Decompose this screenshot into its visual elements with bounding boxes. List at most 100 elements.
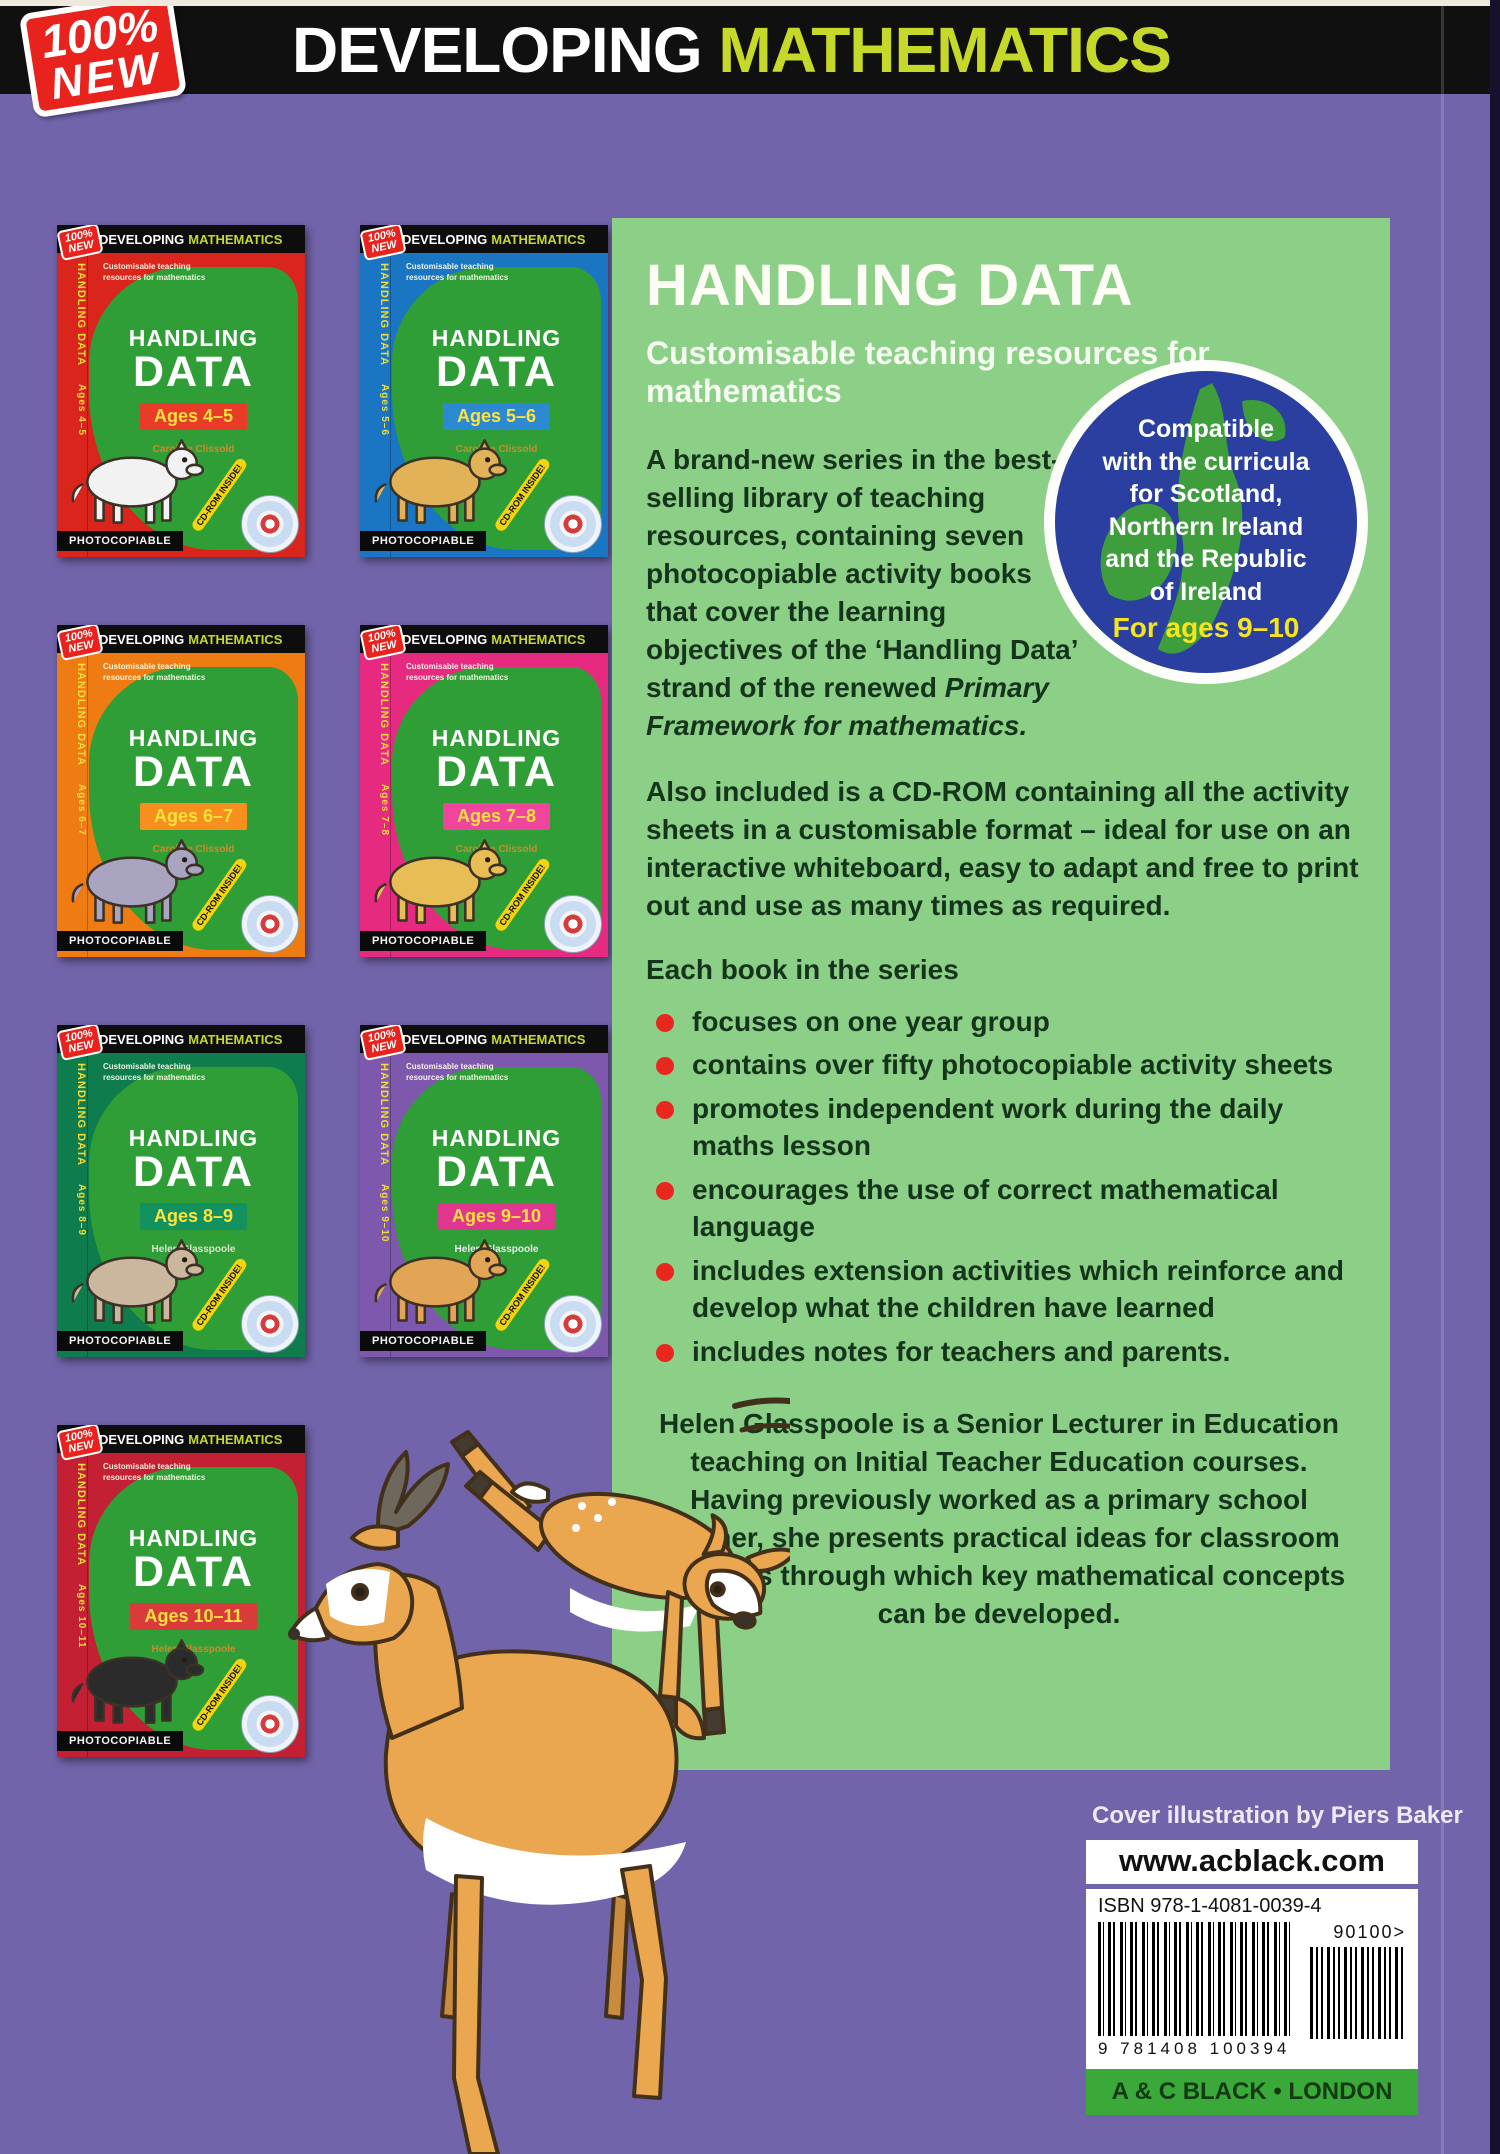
cover-author: Helen Glasspoole: [454, 1243, 539, 1255]
book-cover-thumbnail: DEVELOPING MATHEMATICS 100% NEW Customis…: [57, 1025, 305, 1357]
cd-rom-badge: CD-ROM INSIDE!: [493, 1256, 606, 1355]
cover-title-line1: HANDLING: [128, 1525, 259, 1551]
photocopiable-strip: PHOTOCOPIABLE: [360, 531, 487, 551]
cover-blurb: Customisable teaching resources for math…: [103, 662, 206, 683]
cover-title-line1: HANDLING: [128, 1125, 259, 1151]
cd-disc-icon: [241, 1695, 299, 1753]
age-band: Ages 4–5: [139, 402, 248, 430]
cover-blurb: Customisable teaching resources for math…: [103, 262, 206, 283]
badge-ages: For ages 9–10: [1112, 612, 1300, 643]
publisher-imprint: A & C BLACK • LONDON: [1086, 2069, 1418, 2115]
new-badge: 100% NEW: [57, 225, 104, 262]
cover-title-line2: DATA: [435, 1148, 558, 1196]
book-cover-thumbnail: DEVELOPING MATHEMATICS 100% NEW Customis…: [57, 1425, 305, 1757]
cd-disc-icon: [544, 895, 602, 953]
scan-crease: [1441, 0, 1444, 2154]
new-badge: 100% NEW: [57, 625, 104, 662]
feature-item: focuses on one year group: [646, 1004, 1360, 1041]
series-title: DEVELOPING MATHEMATICS: [292, 13, 1172, 87]
cover-spine: HANDLING DATA Ages 10–11: [57, 1453, 88, 1757]
zebras-illustration: [71, 439, 205, 524]
publisher-website: www.acblack.com: [1086, 1840, 1418, 1884]
ostriches-illustration: [71, 1639, 205, 1724]
barcode-icon: [1098, 1922, 1290, 2036]
series-title-part1: DEVELOPING: [292, 14, 703, 86]
cover-credit: Cover illustration by Piers Baker: [1092, 1802, 1463, 1829]
cover-title-line2: DATA: [132, 1548, 255, 1596]
cover-blurb: Customisable teaching resources for math…: [103, 1462, 206, 1483]
cover-title-line1: HANDLING: [128, 725, 259, 751]
cd-disc-icon: [544, 495, 602, 553]
cover-blurb: Customisable teaching resources for math…: [406, 662, 509, 683]
age-band: Ages 10–11: [130, 1602, 257, 1630]
cover-title-line1: HANDLING: [431, 325, 562, 351]
elephants-illustration: [71, 839, 205, 924]
cover-title-line1: HANDLING: [128, 325, 259, 351]
cover-title-line2: DATA: [132, 748, 255, 796]
feature-item: encourages the use of correct mathematic…: [646, 1172, 1360, 1246]
age-band: Ages 9–10: [437, 1202, 556, 1230]
cover-title-line2: DATA: [132, 348, 255, 396]
book-cover-thumbnail: DEVELOPING MATHEMATICS 100% NEW Customis…: [57, 625, 305, 957]
cover-title-line1: HANDLING: [431, 1125, 562, 1151]
age-band: Ages 7–8: [442, 802, 551, 830]
cd-rom-badge: CD-ROM INSIDE!: [190, 1656, 303, 1755]
gazelle-and-fawn-illustration: [288, 1397, 790, 2154]
cover-title-line2: DATA: [435, 348, 558, 396]
giraffe-illustration: [374, 439, 508, 524]
cover-author: Caroline Clissold: [455, 843, 538, 855]
cover-blurb: Customisable teaching resources for math…: [103, 1062, 206, 1083]
cover-green-blob: HANDLING DATA Ages 7–8 Caroline Clissold: [392, 667, 601, 950]
feature-item: includes notes for teachers and parents.: [646, 1334, 1360, 1371]
cover-spine: HANDLING DATA Ages 6–7: [57, 653, 88, 957]
cd-rom-badge: CD-ROM INSIDE!: [493, 456, 606, 555]
series-banner: DEVELOPING MATHEMATICS: [0, 6, 1500, 94]
new-badge: 100% NEW: [57, 1025, 104, 1062]
new-badge: 100% NEW: [360, 1025, 407, 1062]
cover-blurb: Customisable teaching resources for math…: [406, 1062, 509, 1083]
curricula-compatibility-badge: Compatible with the curricula for Scotland…: [1044, 360, 1368, 684]
badge-lines: Compatible with the curricula for Scotland…: [1102, 415, 1310, 606]
book-cover-thumbnail: DEVELOPING MATHEMATICS 100% NEW Customis…: [360, 225, 608, 557]
cover-author: Caroline Clissold: [152, 443, 235, 455]
cover-author: Helen Glasspoole: [151, 1243, 236, 1255]
cd-rom-badge: CD-ROM INSIDE!: [493, 856, 606, 955]
photocopiable-strip: PHOTOCOPIABLE: [360, 931, 487, 951]
hundred-percent-new-badge: 100% NEW: [18, 0, 187, 119]
book-cover-thumbnail: DEVELOPING MATHEMATICS 100% NEW Customis…: [360, 1025, 608, 1357]
cdrom-paragraph: Also included is a CD-ROM containing all…: [646, 776, 1359, 922]
lion-illustration: [374, 839, 508, 924]
cover-title-line1: HANDLING: [431, 725, 562, 751]
cover-author: Caroline Clissold: [455, 443, 538, 455]
age-band: Ages 6–7: [139, 802, 248, 830]
intro-paragraph: A brand-new series in the best-selling l…: [646, 443, 1077, 742]
barcode-block: www.acblack.com ISBN 978-1-4081-0039-4 9…: [1086, 1840, 1418, 2115]
british-isles-map-icon: [1100, 383, 1286, 654]
gazelle-illustration: [374, 1239, 508, 1324]
feature-item: includes extension activities which rein…: [646, 1253, 1360, 1327]
photocopiable-strip: PHOTOCOPIABLE: [57, 1331, 184, 1351]
cd-rom-badge: CD-ROM INSIDE!: [190, 1256, 303, 1355]
cover-author: Caroline Clissold: [152, 843, 235, 855]
cover-spine: HANDLING DATA Ages 8–9: [57, 1053, 88, 1357]
book-cover-thumbnail: DEVELOPING MATHEMATICS 100% NEW Customis…: [360, 625, 608, 957]
feature-item: contains over fifty photocopiable activi…: [646, 1047, 1360, 1084]
cd-rom-badge: CD-ROM INSIDE!: [190, 456, 303, 555]
cd-disc-icon: [544, 1295, 602, 1353]
new-badge: 100% NEW: [57, 1425, 104, 1462]
price-code: 90100>: [1333, 1922, 1406, 1942]
cd-rom-badge: CD-ROM INSIDE!: [190, 856, 303, 955]
cover-spine: HANDLING DATA Ages 5–6: [360, 253, 391, 557]
monkeys-illustration: [71, 1239, 205, 1324]
photocopiable-strip: PHOTOCOPIABLE: [57, 531, 184, 551]
age-band: Ages 8–9: [139, 1202, 248, 1230]
series-title-part2: MATHEMATICS: [718, 14, 1171, 86]
scan-edge-right: [1490, 0, 1500, 2154]
isbn-box: ISBN 978-1-4081-0039-4 9 781408 100394 9…: [1086, 1889, 1418, 2069]
cd-disc-icon: [241, 495, 299, 553]
photocopiable-strip: PHOTOCOPIABLE: [57, 1731, 184, 1751]
barcode-digits: 9 781408 100394: [1098, 2039, 1291, 2058]
cover-title-line2: DATA: [435, 748, 558, 796]
cover-title-line2: DATA: [132, 1148, 255, 1196]
